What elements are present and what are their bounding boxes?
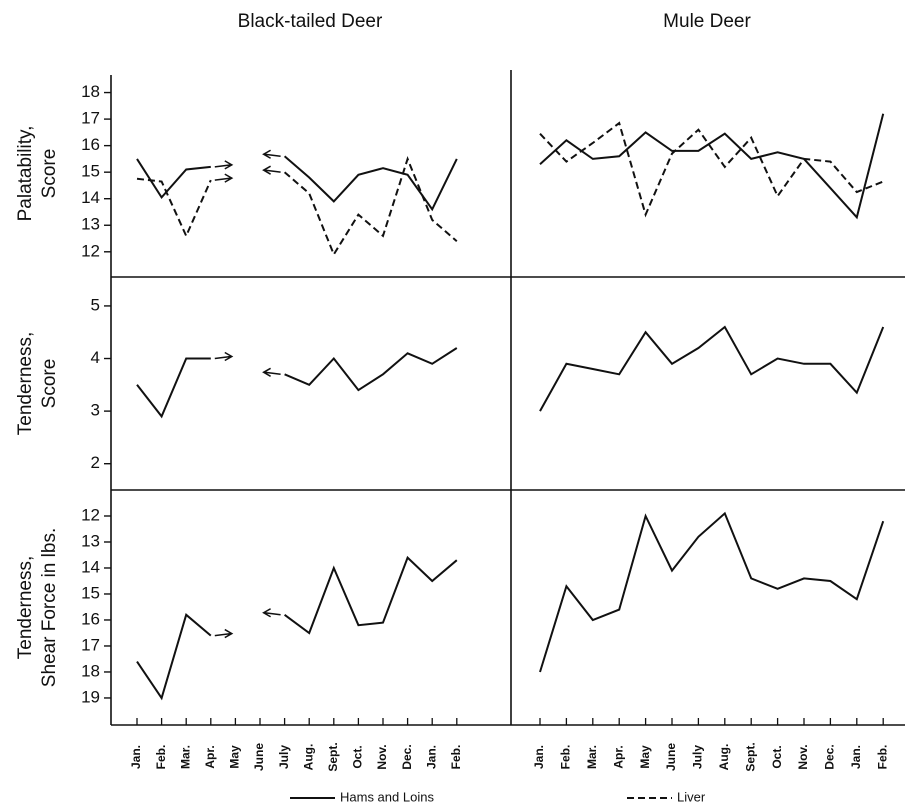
column-title: Mule Deer xyxy=(663,11,751,32)
x-tick-label: Dec. xyxy=(823,744,837,769)
data-line xyxy=(539,121,884,218)
gap-arrow xyxy=(214,173,234,183)
y-tick-label: 14 xyxy=(81,557,100,576)
x-tick-label: Mar. xyxy=(585,745,599,769)
y-tick-label: 13 xyxy=(81,215,100,234)
y-axis-label-line: Tenderness, xyxy=(15,332,36,436)
x-tick-label: June xyxy=(252,743,266,771)
x-tick-label: Apr. xyxy=(611,745,625,768)
x-tick-label: Oct. xyxy=(351,745,365,768)
y-axis-label: Tenderness, Shear Force in lbs. xyxy=(15,528,60,687)
y-tick-label: 15 xyxy=(81,162,100,181)
x-tick-label: Sept. xyxy=(743,742,757,771)
y-tick-label: 3 xyxy=(91,401,100,420)
x-tick-label: Feb. xyxy=(559,745,573,770)
data-line xyxy=(539,325,885,412)
x-tick-label: July xyxy=(277,745,291,769)
x-tick-label: Sept. xyxy=(326,742,340,771)
gap-arrow xyxy=(262,165,281,175)
x-tick-label: Nov. xyxy=(796,744,810,769)
gap-arrow xyxy=(262,608,281,618)
y-tick-label: 5 xyxy=(91,295,100,314)
y-axis-label-line: Shear Force in lbs. xyxy=(39,528,60,687)
x-tick-label: Feb. xyxy=(875,745,889,770)
y-tick-label: 2 xyxy=(91,453,100,472)
gap-arrow xyxy=(214,160,234,170)
y-tick-label: 4 xyxy=(91,348,100,367)
data-line xyxy=(539,113,885,220)
y-tick-label: 18 xyxy=(81,661,100,680)
x-tick-label: Feb. xyxy=(449,745,463,770)
gap-arrow xyxy=(214,351,234,362)
gap-arrow xyxy=(262,367,281,377)
x-tick-label: May xyxy=(638,745,652,769)
y-tick-label: 12 xyxy=(81,241,100,260)
y-tick-label: 16 xyxy=(81,609,100,628)
x-tick-label: Jan. xyxy=(129,745,143,769)
x-tick-label: Apr. xyxy=(203,745,217,768)
gap-arrow xyxy=(214,628,234,639)
y-tick-label: 19 xyxy=(81,687,100,706)
data-line xyxy=(136,555,458,701)
x-tick-label: Oct. xyxy=(770,745,784,768)
y-tick-label: 15 xyxy=(81,583,100,602)
y-axis-label: Tenderness, Score xyxy=(15,332,60,436)
x-tick-label: June xyxy=(664,743,678,771)
y-tick-label: 18 xyxy=(81,82,100,101)
x-tick-label: July xyxy=(691,745,705,769)
x-tick-label: Aug. xyxy=(717,744,731,771)
y-tick-label: 16 xyxy=(81,135,100,154)
data-line xyxy=(136,155,458,257)
x-tick-label: Aug. xyxy=(301,744,315,771)
x-tick-label: Mar. xyxy=(178,745,192,769)
y-axis-label-line: Score xyxy=(39,149,60,199)
x-tick-label: Jan. xyxy=(532,745,546,769)
x-tick-label: Dec. xyxy=(400,744,414,769)
x-tick-label: Jan. xyxy=(424,745,438,769)
y-axis-label-line: Score xyxy=(39,359,60,409)
data-line xyxy=(136,155,458,212)
x-tick-label: May xyxy=(228,745,242,769)
y-axis-label-line: Tenderness, xyxy=(15,556,36,660)
column-title: Black-tailed Deer xyxy=(238,11,383,32)
y-tick-label: 13 xyxy=(81,531,100,550)
legend-label: Liver xyxy=(677,789,706,804)
data-line xyxy=(136,347,458,419)
y-tick-label: 12 xyxy=(81,505,100,524)
x-tick-label: Jan. xyxy=(849,745,863,769)
legend-label: Hams and Loins xyxy=(340,789,434,804)
y-axis-label-line: Palatability, xyxy=(15,126,36,222)
x-tick-label: Feb. xyxy=(154,745,168,770)
data-line xyxy=(539,511,885,673)
x-tick-label: Nov. xyxy=(375,744,389,769)
y-tick-label: 17 xyxy=(81,635,100,654)
y-tick-label: 14 xyxy=(81,188,100,207)
y-axis-label: Palatability, Score xyxy=(15,126,60,222)
gap-arrow xyxy=(262,149,281,159)
y-tick-label: 17 xyxy=(81,109,100,128)
